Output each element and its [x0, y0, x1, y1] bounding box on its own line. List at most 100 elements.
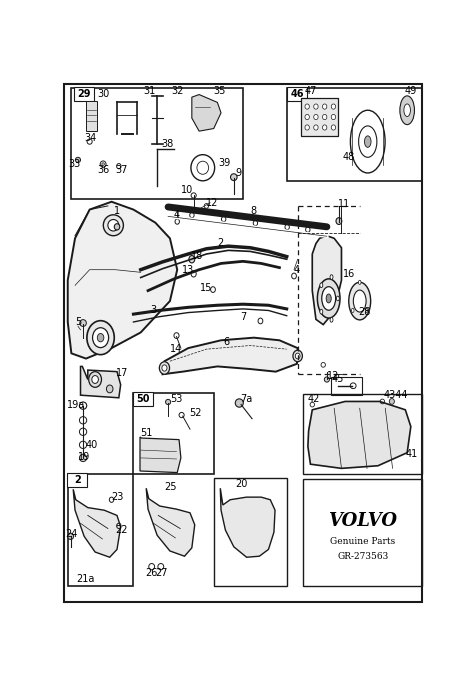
Text: GR-273563: GR-273563	[337, 552, 388, 561]
Bar	[287, 87, 307, 101]
Text: 49: 49	[405, 86, 417, 96]
Ellipse shape	[235, 399, 243, 407]
Polygon shape	[86, 101, 97, 131]
Ellipse shape	[107, 385, 113, 393]
Polygon shape	[192, 94, 221, 131]
Bar	[133, 392, 214, 474]
Text: 51: 51	[140, 428, 153, 439]
Text: 46: 46	[290, 89, 304, 99]
Bar	[133, 392, 153, 406]
Text: 4344: 4344	[384, 390, 409, 400]
Ellipse shape	[365, 136, 371, 147]
Text: 35: 35	[213, 86, 226, 96]
Ellipse shape	[322, 115, 327, 120]
Text: 25: 25	[164, 481, 177, 492]
Text: 5: 5	[75, 317, 81, 327]
Ellipse shape	[330, 275, 333, 280]
Ellipse shape	[314, 104, 318, 109]
Text: 32: 32	[171, 86, 183, 96]
Ellipse shape	[336, 218, 342, 225]
Bar	[301, 98, 338, 136]
Text: 19a: 19a	[67, 399, 85, 409]
Text: 21a: 21a	[76, 574, 94, 584]
Text: 30: 30	[97, 88, 109, 98]
Text: 23: 23	[111, 492, 123, 502]
Polygon shape	[68, 202, 177, 359]
Ellipse shape	[326, 294, 331, 303]
Text: 1: 1	[114, 206, 120, 216]
Text: 52: 52	[189, 409, 202, 418]
Ellipse shape	[320, 283, 323, 288]
Text: 48: 48	[343, 152, 355, 162]
Bar	[330, 377, 362, 395]
Ellipse shape	[221, 217, 226, 222]
Text: 22: 22	[116, 525, 128, 535]
Ellipse shape	[358, 280, 361, 285]
Text: 17: 17	[116, 368, 128, 378]
Text: 15: 15	[200, 283, 213, 293]
Ellipse shape	[349, 282, 371, 320]
Ellipse shape	[159, 362, 170, 374]
Bar	[68, 474, 133, 586]
Ellipse shape	[189, 255, 195, 263]
Text: 39: 39	[219, 158, 231, 168]
Ellipse shape	[365, 308, 368, 312]
Ellipse shape	[80, 320, 86, 327]
Text: 38: 38	[162, 139, 174, 149]
Text: 47: 47	[304, 86, 317, 96]
Ellipse shape	[331, 115, 336, 120]
Ellipse shape	[389, 399, 394, 404]
Ellipse shape	[253, 221, 257, 225]
Ellipse shape	[230, 174, 237, 181]
Ellipse shape	[114, 223, 120, 230]
Text: 34: 34	[84, 133, 97, 143]
Text: 31: 31	[144, 86, 156, 96]
Text: 13: 13	[182, 265, 194, 275]
Text: 4: 4	[294, 265, 300, 275]
Text: 12: 12	[206, 198, 218, 208]
Ellipse shape	[92, 328, 109, 348]
Polygon shape	[312, 236, 341, 325]
Bar	[303, 394, 422, 474]
Bar	[214, 478, 287, 586]
Text: 12: 12	[327, 371, 340, 381]
Ellipse shape	[293, 350, 302, 362]
Text: VOLVO: VOLVO	[328, 512, 397, 530]
Ellipse shape	[322, 104, 327, 109]
Text: 18: 18	[191, 251, 203, 261]
Text: 19: 19	[78, 452, 90, 462]
Text: 10: 10	[182, 185, 193, 196]
Bar	[287, 88, 422, 181]
Text: Genuine Parts: Genuine Parts	[330, 537, 395, 546]
Ellipse shape	[320, 310, 323, 314]
Ellipse shape	[305, 125, 310, 130]
Text: 6: 6	[223, 337, 229, 347]
Ellipse shape	[80, 454, 87, 462]
Ellipse shape	[108, 219, 119, 231]
Text: 2: 2	[217, 238, 223, 248]
Text: 11: 11	[338, 200, 350, 209]
Polygon shape	[81, 367, 121, 398]
Ellipse shape	[285, 225, 289, 230]
Ellipse shape	[103, 215, 123, 236]
Text: 26: 26	[145, 568, 157, 578]
Text: 53: 53	[170, 394, 182, 404]
Ellipse shape	[190, 213, 194, 218]
Text: 16: 16	[343, 269, 355, 279]
Bar	[303, 479, 422, 586]
Ellipse shape	[318, 279, 340, 318]
Text: 7a: 7a	[240, 394, 252, 405]
Text: 41: 41	[405, 449, 418, 459]
Ellipse shape	[165, 399, 171, 405]
Ellipse shape	[353, 290, 366, 312]
Text: 27: 27	[155, 568, 168, 578]
Text: 37: 37	[115, 166, 127, 175]
Polygon shape	[140, 437, 181, 473]
Text: 4: 4	[173, 210, 180, 220]
Text: 24: 24	[65, 529, 78, 538]
Polygon shape	[146, 488, 195, 556]
Ellipse shape	[68, 533, 73, 540]
Text: 20: 20	[235, 479, 247, 489]
Text: 42: 42	[308, 394, 320, 404]
Text: 2: 2	[74, 475, 81, 485]
